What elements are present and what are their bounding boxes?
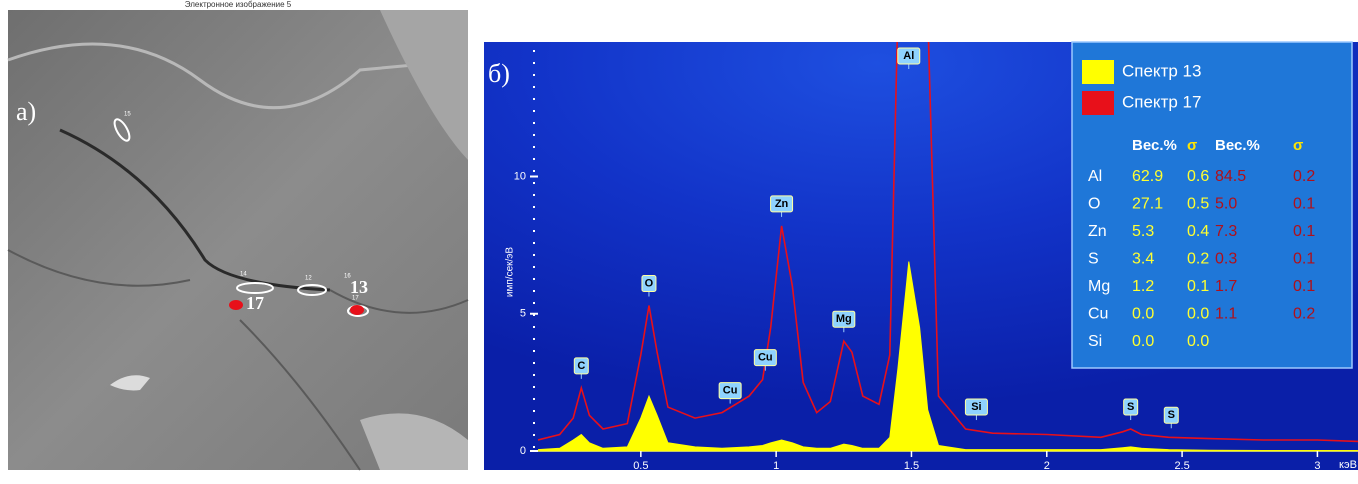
table-cell: S [1088, 251, 1099, 268]
table-cell: 0.0 [1187, 333, 1209, 350]
table-cell: 5.3 [1132, 223, 1154, 240]
x-tick-label: 2 [1044, 460, 1050, 472]
table-cell: 0.1 [1293, 196, 1315, 213]
x-tick-label: 2.5 [1174, 460, 1189, 472]
y-tick-label: 0 [520, 445, 526, 457]
table-cell: 1.1 [1215, 306, 1237, 323]
table-cell: 0.0 [1187, 306, 1209, 323]
spot-marker [229, 300, 243, 310]
peak-label: S [1168, 409, 1175, 421]
peak-label: S [1127, 401, 1134, 413]
y-tick-label: 10 [514, 170, 526, 182]
table-cell: 1.7 [1215, 278, 1237, 295]
figure: Электронное изображение 5 15 14 12 16 17… [0, 0, 1358, 479]
table-cell: 7.3 [1215, 223, 1237, 240]
peak-label: Si [971, 401, 981, 413]
table-header: Вес.% [1215, 137, 1260, 154]
table-header: σ [1293, 137, 1303, 154]
sem-title: Электронное изображение 5 [185, 0, 292, 9]
table-cell: 27.1 [1132, 196, 1163, 213]
x-tick-label: 1 [773, 460, 779, 472]
table-cell: 0.3 [1215, 251, 1237, 268]
table-cell: 0.6 [1187, 168, 1209, 185]
peak-label: Cu [723, 384, 738, 396]
y-tick-label: 5 [520, 308, 526, 320]
table-cell: Al [1088, 168, 1102, 185]
y-axis-label: имп/сек/эВ [505, 247, 516, 297]
table-cell: Si [1088, 333, 1102, 350]
x-tick-label: 0.5 [633, 460, 648, 472]
peak-label: C [577, 360, 585, 372]
x-tick-label: 1.5 [904, 460, 919, 472]
table-cell: 1.2 [1132, 278, 1154, 295]
table-cell: 84.5 [1215, 168, 1246, 185]
table-cell: 0.0 [1132, 333, 1154, 350]
table-cell: 0.1 [1187, 278, 1209, 295]
table-cell: 0.5 [1187, 196, 1209, 213]
x-tick-label: 3 [1314, 460, 1320, 472]
peak-label: Cu [758, 352, 773, 364]
table-cell: 62.9 [1132, 168, 1163, 185]
spot-label: 17 [246, 293, 264, 313]
table-header: σ [1187, 137, 1197, 154]
legend-swatch [1082, 60, 1114, 84]
table-cell: 0.2 [1187, 251, 1209, 268]
table-header: Вес.% [1132, 137, 1177, 154]
table-cell: 0.1 [1293, 223, 1315, 240]
legend-label: Спектр 17 [1122, 92, 1201, 111]
spot-label: 13 [350, 277, 368, 297]
x-axis-unit: кэВ [1339, 459, 1357, 471]
table-cell: Zn [1088, 223, 1107, 240]
table-cell: Cu [1088, 306, 1108, 323]
sem-small-label: 15 [124, 112, 131, 118]
sem-small-label: 12 [305, 276, 312, 282]
page: Электронное изображение 5 15 14 12 16 17… [0, 0, 1358, 484]
spot-marker [350, 305, 364, 315]
peak-label: Mg [836, 313, 852, 325]
panel-label: а) [16, 97, 36, 126]
table-cell: O [1088, 196, 1100, 213]
table-cell: 0.1 [1293, 278, 1315, 295]
sem-small-label: 14 [240, 272, 247, 278]
table-cell: 0.2 [1293, 168, 1315, 185]
table-cell: 0.1 [1293, 251, 1315, 268]
table-cell: 0.0 [1132, 306, 1154, 323]
table-cell: 3.4 [1132, 251, 1154, 268]
table-cell: 0.4 [1187, 223, 1209, 240]
table-cell: Mg [1088, 278, 1110, 295]
peak-label: O [645, 277, 654, 289]
panel-label: б) [488, 59, 510, 88]
sem-image [8, 10, 468, 470]
legend-swatch [1082, 91, 1114, 115]
peak-label: Al [903, 50, 914, 62]
table-cell: 5.0 [1215, 196, 1237, 213]
table-cell: 0.2 [1293, 306, 1315, 323]
legend-label: Спектр 13 [1122, 61, 1201, 80]
peak-label: Zn [775, 198, 789, 210]
